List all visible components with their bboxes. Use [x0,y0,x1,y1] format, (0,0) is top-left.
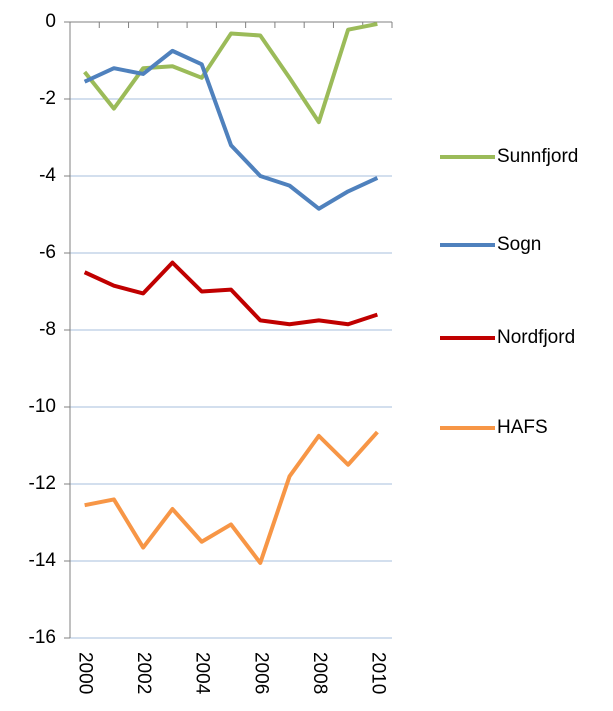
y-tick-label: -12 [29,473,56,494]
y-tick-label: -8 [39,319,56,340]
legend-label: HAFS [497,417,548,438]
series-line [83,48,379,211]
y-tick-label: 0 [45,11,56,32]
y-tick-label: -2 [39,88,56,109]
legend-label: Sogn [497,234,541,255]
x-tick-label: 2002 [133,652,154,694]
x-tick-label: 2006 [250,652,271,694]
series-line [83,21,378,125]
y-tick-label: -16 [29,627,56,648]
x-tick-label: 2000 [75,652,96,694]
y-tick-label: -4 [39,165,56,186]
x-tick-label: 2008 [309,652,330,694]
series-line [83,260,378,327]
y-tick-label: -10 [29,396,56,417]
y-tick-label: -14 [29,550,57,571]
legend-label: Nordfjord [497,327,575,348]
series-line [84,430,379,565]
x-tick-label: 2004 [192,652,213,695]
legend-label: Sunnfjord [497,146,578,167]
x-tick-label: 2010 [367,652,388,694]
y-tick-label: -6 [39,242,56,263]
